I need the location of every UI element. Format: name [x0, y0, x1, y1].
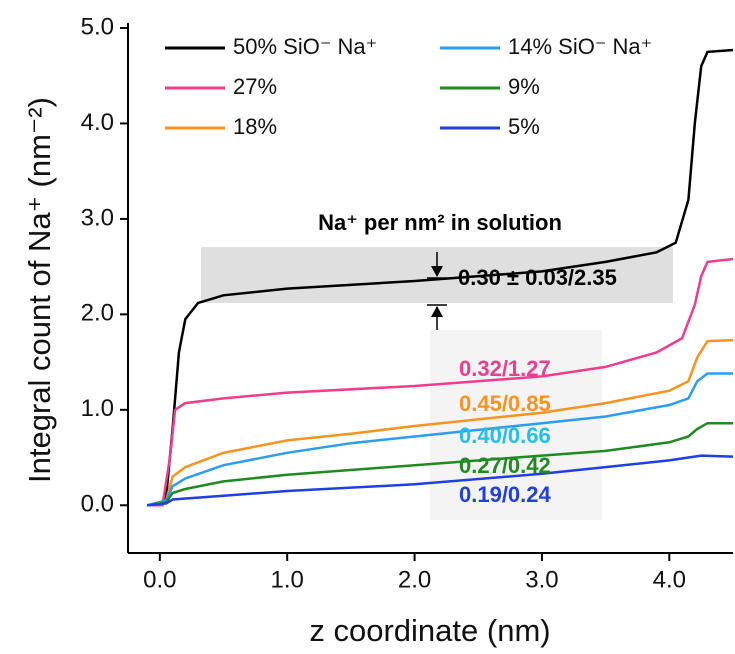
legend-label: 18%	[233, 114, 277, 139]
annotation: Na⁺ per nm² in solution	[318, 210, 562, 235]
annotation: 0.40/0.66	[459, 423, 551, 448]
legend-label: 50% SiO⁻ Na⁺	[233, 34, 377, 59]
y-tick-label: 2.0	[81, 300, 114, 327]
legend-label: 9%	[508, 74, 540, 99]
x-tick-label: 4.0	[653, 566, 686, 593]
annotation: 0.27/0.42	[459, 453, 551, 478]
legend-label: 5%	[508, 114, 540, 139]
legend-label: 27%	[233, 74, 277, 99]
x-axis-title: z coordinate (nm)	[309, 613, 550, 648]
series-line	[146, 338, 734, 507]
annotation: 0.32/1.27	[459, 356, 551, 381]
annotation: 0.30 ± 0.03/2.35	[458, 265, 617, 290]
legend-label: 14% SiO⁻ Na⁺	[508, 34, 652, 59]
y-tick-label: 5.0	[81, 13, 114, 40]
y-tick-label: 3.0	[81, 204, 114, 231]
x-tick-label: 2.0	[398, 566, 431, 593]
y-tick-label: 0.0	[81, 491, 114, 518]
series-line	[146, 372, 733, 507]
x-tick-label: 0.0	[143, 566, 176, 593]
annotation: 0.19/0.24	[459, 482, 552, 507]
y-tick-label: 4.0	[81, 109, 114, 136]
series-line	[146, 454, 734, 507]
y-tick-label: 1.0	[81, 395, 114, 422]
x-tick-label: 1.0	[271, 566, 304, 593]
series-line	[146, 421, 733, 507]
y-axis-title: Integral count of Na⁺ (nm⁻²)	[22, 97, 57, 483]
error-arrows	[427, 252, 447, 330]
series-line	[147, 257, 734, 507]
x-tick-label: 3.0	[525, 566, 558, 593]
annotation: 0.45/0.85	[459, 391, 551, 416]
